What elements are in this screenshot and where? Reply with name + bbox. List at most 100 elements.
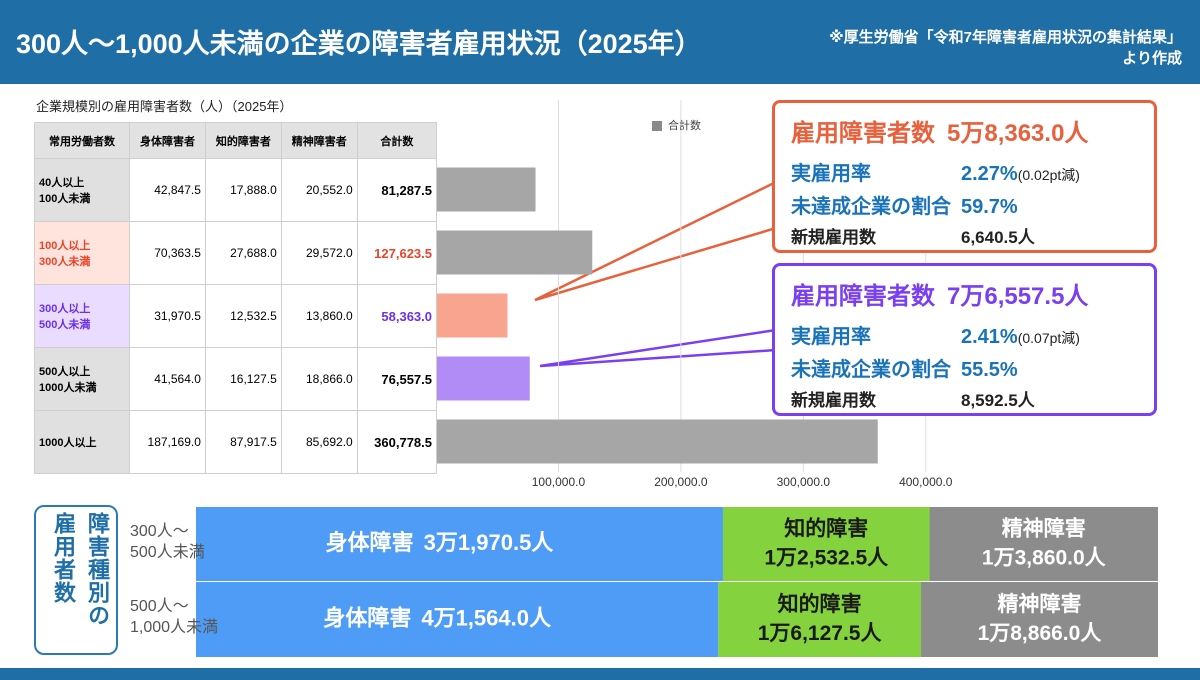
stack-segment — [196, 507, 723, 581]
stack-segment — [929, 507, 1158, 581]
legend-swatch — [652, 121, 662, 131]
callout: 雇用障害者数 7万6,557.5人実雇用率 2.41%(0.07pt減) 未達成企業の… — [772, 263, 1157, 416]
table-cell: 17,888.0 — [204, 158, 282, 222]
segment-label: 身体障害 3万1,970.5人 — [326, 530, 554, 555]
stack-segment — [718, 582, 921, 657]
table-cell: 70,363.5 — [129, 221, 206, 285]
table-cell: 12,532.5 — [204, 284, 282, 348]
series-name: 精神障害 — [997, 592, 1081, 616]
table-cell: 187,169.0 — [129, 410, 206, 474]
table-caption: 企業規模別の雇用障害者数（人）（2025年） — [36, 99, 293, 114]
value-label: 1万8,866.0人 — [978, 622, 1102, 645]
value-label: 1万3,860.0人 — [982, 547, 1106, 570]
x-tick-label: 400,000.0 — [899, 475, 953, 489]
stack-segment — [196, 582, 719, 657]
callout-row: 未達成企業の割合 55.5% — [791, 353, 1018, 382]
callout-row-label: 未達成企業の割合 — [791, 196, 951, 218]
stack-title-line: 障害種別の — [85, 512, 110, 627]
category-label: 500人〜 1,000人未満 — [130, 598, 219, 636]
series-name: 精神障害 — [1002, 517, 1086, 541]
callout: 雇用障害者数 5万8,363.0人実雇用率 2.27%(0.02pt減) 未達成企業の… — [772, 100, 1157, 253]
table-cell: 58,363.0 — [356, 284, 438, 348]
category-label: 300人〜 500人未満 — [130, 523, 205, 561]
stack-title: 障害種別の 雇用者数 — [40, 512, 114, 652]
header — [0, 0, 1200, 84]
callout-row-note: (0.02pt減) — [1017, 167, 1080, 183]
callout-row: 実雇用率 2.27%(0.02pt減) — [791, 157, 1080, 186]
callout-row-label: 実雇用率 — [791, 163, 871, 185]
callout-row-label: 未達成企業の割合 — [791, 359, 951, 381]
callout-title-label: 雇用障害者数 — [791, 120, 935, 147]
callout-row-value: 8,592.5人 — [961, 391, 1035, 410]
table-cell: 41,564.0 — [129, 347, 206, 411]
callout-title-label: 雇用障害者数 — [791, 283, 935, 310]
callout-row-value: 55.5% — [961, 359, 1018, 381]
source-note: ※厚生労働省「令和7年障害者雇用状況の集計結果」 より作成 — [829, 29, 1182, 67]
callout-row: 実雇用率 2.41%(0.07pt減) — [791, 320, 1080, 349]
series-name: 知的障害 — [784, 517, 868, 541]
callout-row-label: 実雇用率 — [791, 326, 871, 348]
callout-row-note: (0.07pt減) — [1017, 330, 1080, 346]
bar — [436, 293, 508, 338]
callout-row: 新規雇用数 6,640.5人 — [791, 223, 1035, 248]
table-cell: 20,552.0 — [280, 158, 358, 222]
x-tick-label: 200,000.0 — [654, 475, 708, 489]
table-cell: 300人以上 500人未満 — [34, 284, 130, 348]
callout-pointer — [539, 328, 778, 368]
bar — [436, 419, 878, 464]
column-header: 合計数 — [356, 122, 438, 159]
column-header: 常用労働者数 — [34, 122, 130, 159]
callout-row: 新規雇用数 8,592.5人 — [791, 386, 1035, 411]
column-header: 精神障害者 — [280, 122, 358, 159]
column-header: 知的障害者 — [204, 122, 282, 159]
page-title: 300人〜1,000人未満の企業の障害者雇用状況（2025年） — [16, 29, 702, 59]
x-tick-label: 300,000.0 — [777, 475, 831, 489]
bar — [436, 167, 536, 212]
table-cell: 85,692.0 — [280, 410, 358, 474]
callout-title: 雇用障害者数 5万8,363.0人 — [791, 113, 1088, 148]
x-tick-label: 100,000.0 — [532, 475, 586, 489]
table-cell: 42,847.5 — [129, 158, 206, 222]
value-label: 1万2,532.5人 — [764, 547, 888, 570]
series-name: 身体障害 — [326, 530, 414, 555]
table-cell: 31,970.5 — [129, 284, 206, 348]
table-cell: 127,623.5 — [356, 221, 438, 285]
value-label: 3万1,970.5人 — [424, 530, 554, 555]
callout-row-value: 59.7% — [961, 196, 1018, 218]
value-label: 4万1,564.0人 — [421, 605, 551, 630]
footer-band — [0, 668, 1200, 680]
table-row: 300人以上 500人未満 31,970.5 12,532.5 13,860.0 58,… — [34, 284, 438, 348]
callout-row-value: 2.41% — [961, 326, 1018, 348]
callout-title-value: 5万8,363.0人 — [947, 120, 1089, 147]
callout-row-value: 6,640.5人 — [961, 228, 1035, 247]
value-label: 1万6,127.5人 — [758, 622, 882, 645]
stack-segment — [920, 582, 1158, 657]
stack-title-line: 雇用者数 — [51, 512, 76, 604]
data-table: 常用労働者数 身体障害者 知的障害者 精神障害者 合計数 40人以上 100人未満 42,8… — [34, 122, 438, 474]
bar — [436, 356, 530, 401]
callout-title-value: 7万6,557.5人 — [947, 283, 1089, 310]
legend-label: 合計数 — [668, 118, 701, 132]
series-name: 知的障害 — [778, 592, 862, 616]
table-cell: 29,572.0 — [280, 221, 358, 285]
callout-row-value: 2.27% — [961, 163, 1018, 185]
bar — [436, 230, 593, 275]
table-cell: 40人以上 100人未満 — [34, 158, 130, 222]
table-row: 100人以上 300人未満 70,363.5 27,688.0 29,572.0 127… — [34, 221, 438, 285]
stack-title-box — [34, 505, 118, 655]
table-cell: 500人以上 1000人未満 — [34, 347, 130, 411]
column-header: 身体障害者 — [129, 122, 206, 159]
table-cell: 360,778.5 — [356, 410, 438, 474]
table-header-row: 常用労働者数 身体障害者 知的障害者 精神障害者 合計数 — [34, 122, 438, 159]
table-cell: 76,557.5 — [356, 347, 438, 411]
callout-row: 未達成企業の割合 59.7% — [791, 190, 1018, 219]
segment-label: 身体障害 4万1,564.0人 — [323, 605, 551, 630]
table-row: 1000人以上 187,169.0 87,917.5 85,692.0 360,778.… — [34, 410, 438, 474]
callout-row-label: 新規雇用数 — [791, 228, 876, 247]
table-cell: 81,287.5 — [356, 158, 438, 222]
table-row: 40人以上 100人未満 42,847.5 17,888.0 20,552.0 81,2… — [34, 158, 438, 222]
table-cell: 100人以上 300人未満 — [34, 221, 130, 285]
table-row: 500人以上 1000人未満 41,564.0 16,127.5 18,866.0 76… — [34, 347, 438, 411]
